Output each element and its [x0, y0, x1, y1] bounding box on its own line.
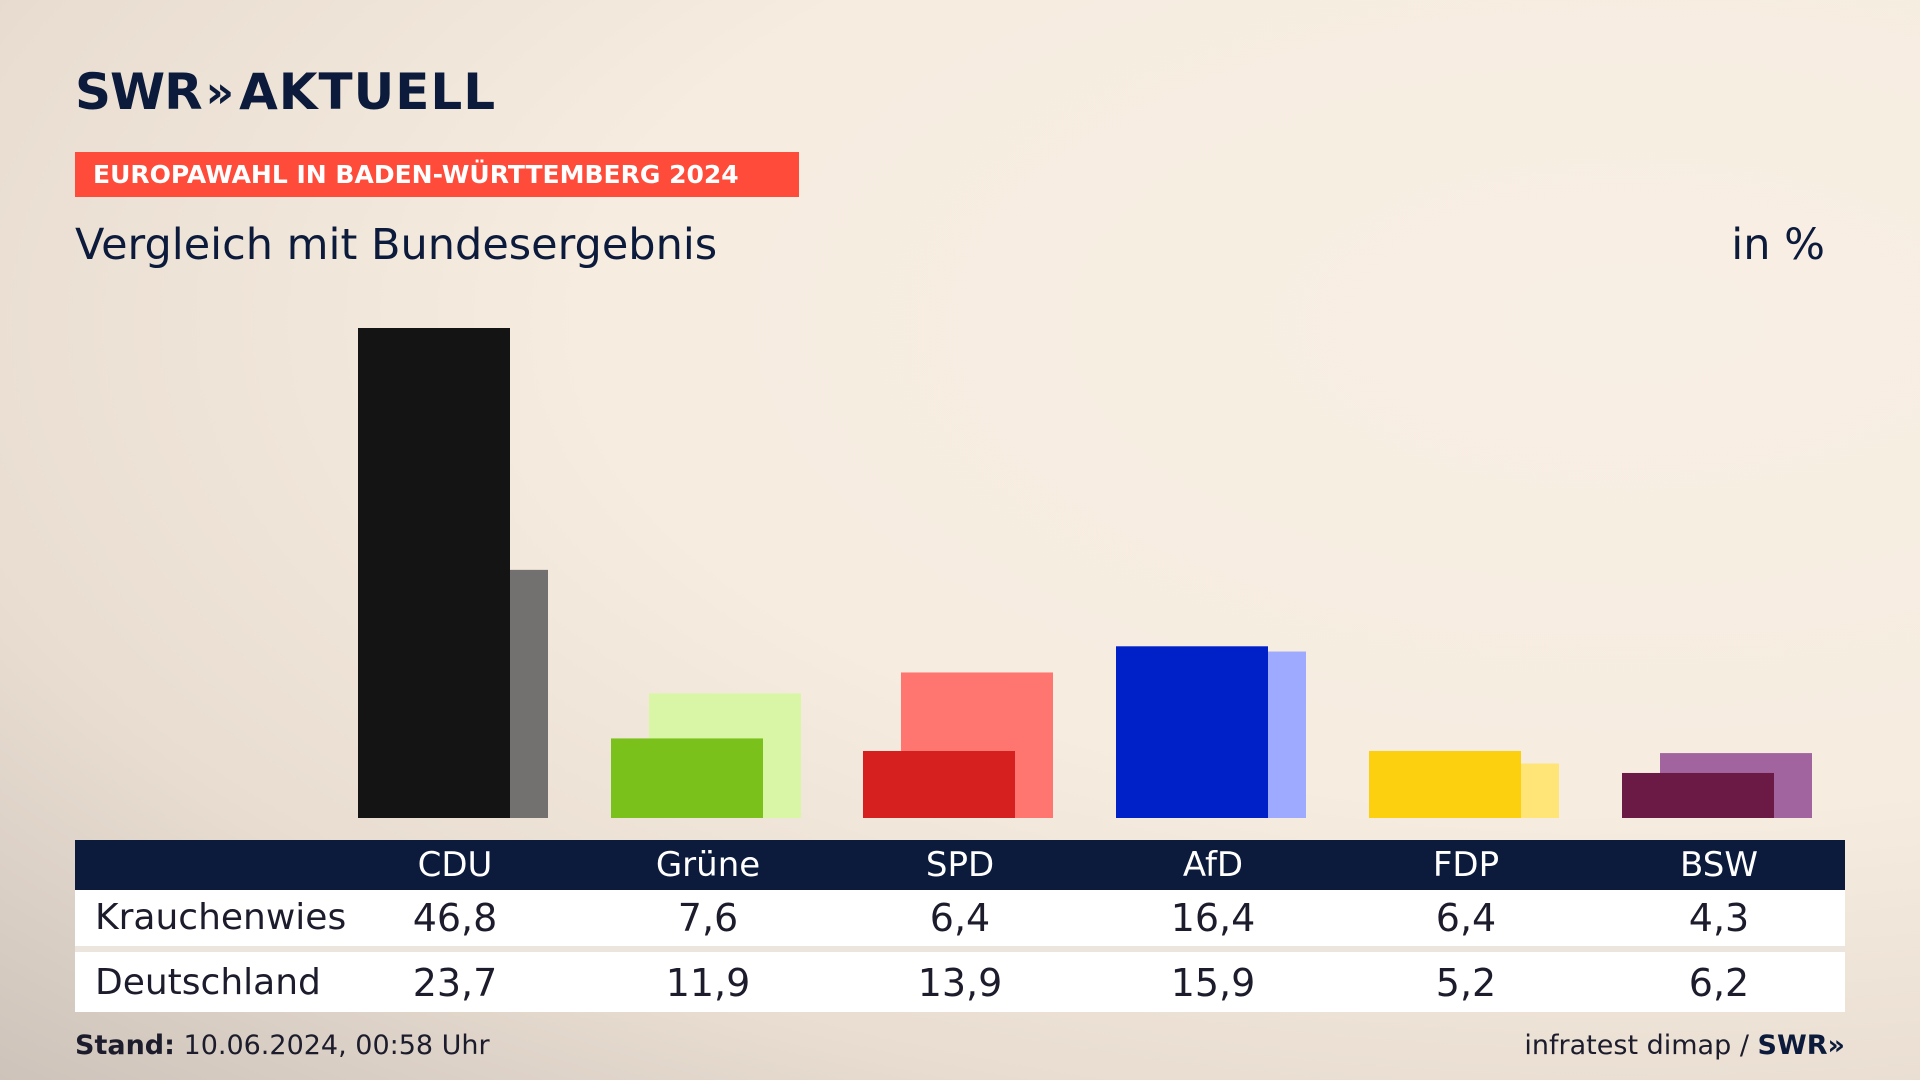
bar-deutschland-fdp [1407, 763, 1559, 818]
table-row: Deutschland 23,7 11,9 13,9 15,9 5,2 6,2 [75, 952, 1845, 1012]
column-header: AfD [1182, 845, 1244, 885]
column-header: FDP [1432, 845, 1500, 885]
bar-krauchenwies-fdp [1369, 750, 1521, 818]
table-row: Krauchenwies 46,8 7,6 6,4 16,4 6,4 4,3 [75, 890, 1845, 946]
source-text: infratest dimap / [1524, 1030, 1749, 1061]
election-banner: EUROPAWAHL IN BADEN-WÜRTTEMBERG 2024 [75, 152, 799, 197]
table-header-row: CDU Grüne SPD AfD FDP BSW [75, 840, 1845, 890]
logo-chevron-icon: » [205, 66, 234, 118]
bar-krauchenwies-spd [863, 750, 1015, 818]
table-cell: 15,9 [1170, 961, 1256, 1005]
table-cell: 16,4 [1170, 896, 1256, 940]
logo-text: SWR [75, 63, 203, 121]
source-credit: infratest dimap / SWR» [1524, 1030, 1845, 1061]
unit-label: in % [1731, 220, 1825, 270]
bar-deutschland-bsw [1660, 753, 1812, 818]
table-cell: 13,9 [917, 961, 1003, 1005]
table-cell: 6,4 [929, 896, 991, 940]
results-table: CDU Grüne SPD AfD FDP BSW Krauchenwies 46,8 7,… [75, 840, 1845, 1012]
table-cell: 7,6 [677, 896, 739, 940]
row-label: Krauchenwies [95, 897, 347, 938]
bar-deutschland-grüne [649, 693, 801, 818]
table-cell: 6,4 [1435, 896, 1497, 940]
swr-aktuell-logo: SWR » AKTUELL [75, 62, 496, 122]
table-cell: 4,3 [1688, 896, 1750, 940]
table-cell: 46,8 [412, 896, 498, 940]
stand-label: Stand: [75, 1030, 175, 1061]
chart-subtitle: Vergleich mit Bundesergebnis [75, 220, 718, 270]
bar-chart [358, 328, 1812, 818]
bar-krauchenwies-cdu [358, 328, 510, 818]
swr-small-logo: SWR» [1757, 1030, 1845, 1061]
column-header: Grüne [655, 845, 761, 885]
bar-krauchenwies-afd [1116, 646, 1268, 818]
table-cell: 11,9 [665, 961, 751, 1005]
bar-deutschland-spd [901, 672, 1053, 818]
table-cell: 5,2 [1435, 961, 1497, 1005]
column-header: CDU [417, 845, 493, 885]
timestamp: Stand: 10.06.2024, 00:58 Uhr [75, 1030, 490, 1061]
stand-value: 10.06.2024, 00:58 Uhr [183, 1030, 490, 1061]
row-divider [75, 946, 1845, 952]
table-cell: 6,2 [1688, 961, 1750, 1005]
bar-krauchenwies-bsw [1622, 772, 1774, 818]
table-cell: 23,7 [412, 961, 498, 1005]
row-label: Deutschland [95, 962, 321, 1003]
bar-deutschland-afd [1154, 651, 1306, 818]
column-header: BSW [1680, 845, 1758, 885]
bar-deutschland-cdu [396, 569, 548, 818]
bar-krauchenwies-grüne [611, 738, 763, 818]
column-header: SPD [925, 845, 995, 885]
logo-text-aktuell: AKTUELL [239, 63, 497, 121]
